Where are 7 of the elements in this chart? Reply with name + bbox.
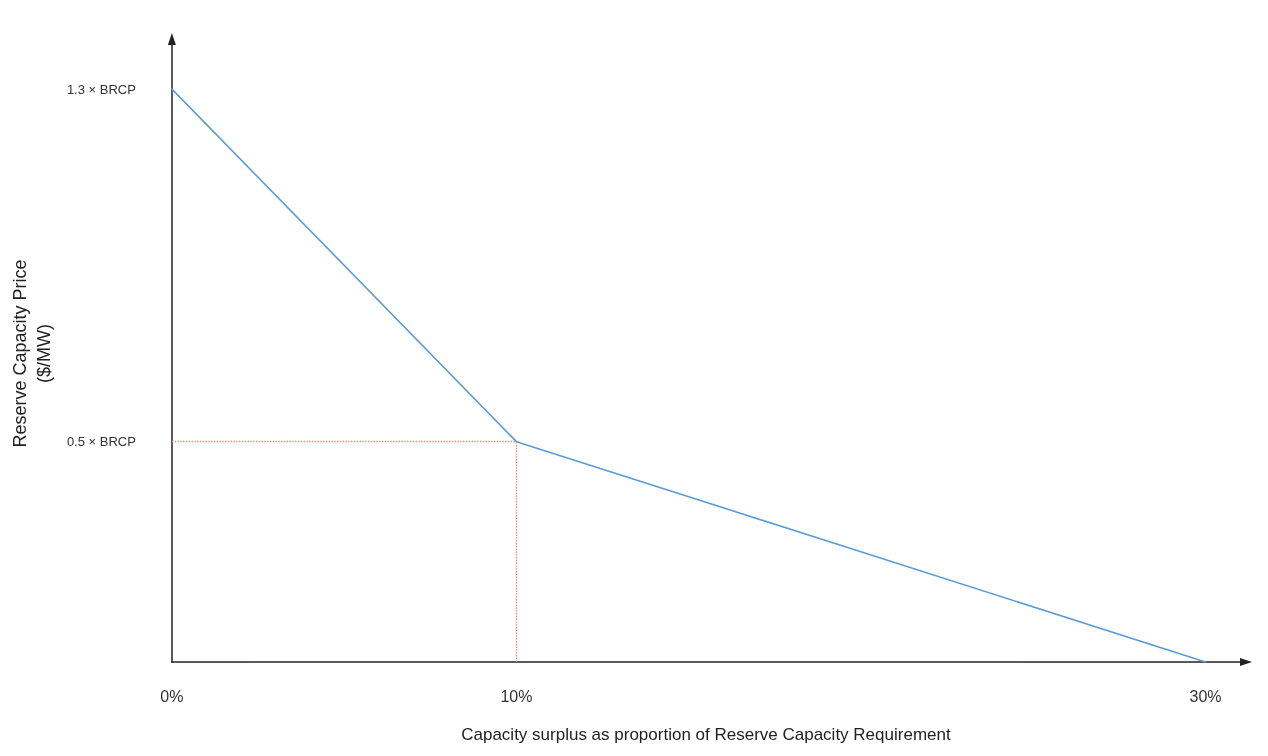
y-tick-label: 0.5 × BRCP	[66, 434, 136, 450]
x-tick-label: 10%	[500, 687, 533, 705]
x-axis-title: Capacity surplus as proportion of Reserve Capacity Requirement	[461, 725, 951, 744]
y-axis-title: Reserve Capacity Price ($/MW)	[10, 259, 54, 448]
x-tick-label: 30%	[1189, 687, 1222, 705]
x-tick-label: 0%	[160, 687, 184, 705]
y-tick-label: 1.3 × BRCP	[66, 81, 136, 97]
